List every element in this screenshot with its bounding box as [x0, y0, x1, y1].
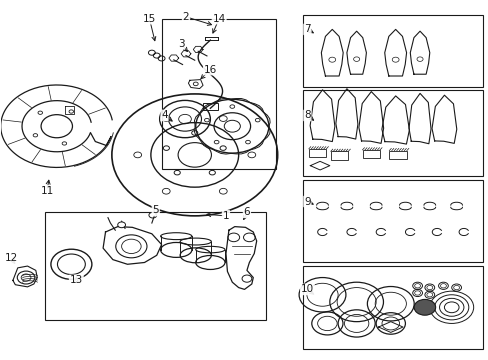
Text: 2: 2 [183, 12, 189, 22]
Text: 13: 13 [69, 275, 83, 285]
Bar [303, 15, 483, 87]
Bar [362, 150, 379, 158]
Text: 7: 7 [304, 24, 310, 35]
Text: 5: 5 [152, 206, 159, 216]
Circle shape [118, 222, 125, 228]
Circle shape [413, 300, 435, 315]
Text: 16: 16 [203, 64, 217, 75]
Text: 12: 12 [5, 253, 18, 263]
Text: 14: 14 [212, 14, 225, 24]
Bar [303, 266, 483, 348]
Bar [303, 90, 483, 176]
Text: 6: 6 [243, 207, 250, 217]
Text: 9: 9 [304, 197, 310, 207]
Bar [330, 151, 347, 160]
Bar [303, 180, 483, 262]
Text: 11: 11 [41, 186, 54, 196]
Bar [308, 149, 326, 157]
Text: 1: 1 [222, 211, 229, 221]
Text: 8: 8 [304, 111, 310, 121]
Text: 4: 4 [161, 111, 167, 121]
Bar [388, 150, 406, 159]
Text: 15: 15 [142, 14, 156, 24]
Bar [44, 212, 266, 320]
Text: 10: 10 [300, 284, 313, 294]
Bar [203, 103, 217, 110]
Text: 3: 3 [178, 39, 184, 49]
Bar [161, 19, 276, 169]
